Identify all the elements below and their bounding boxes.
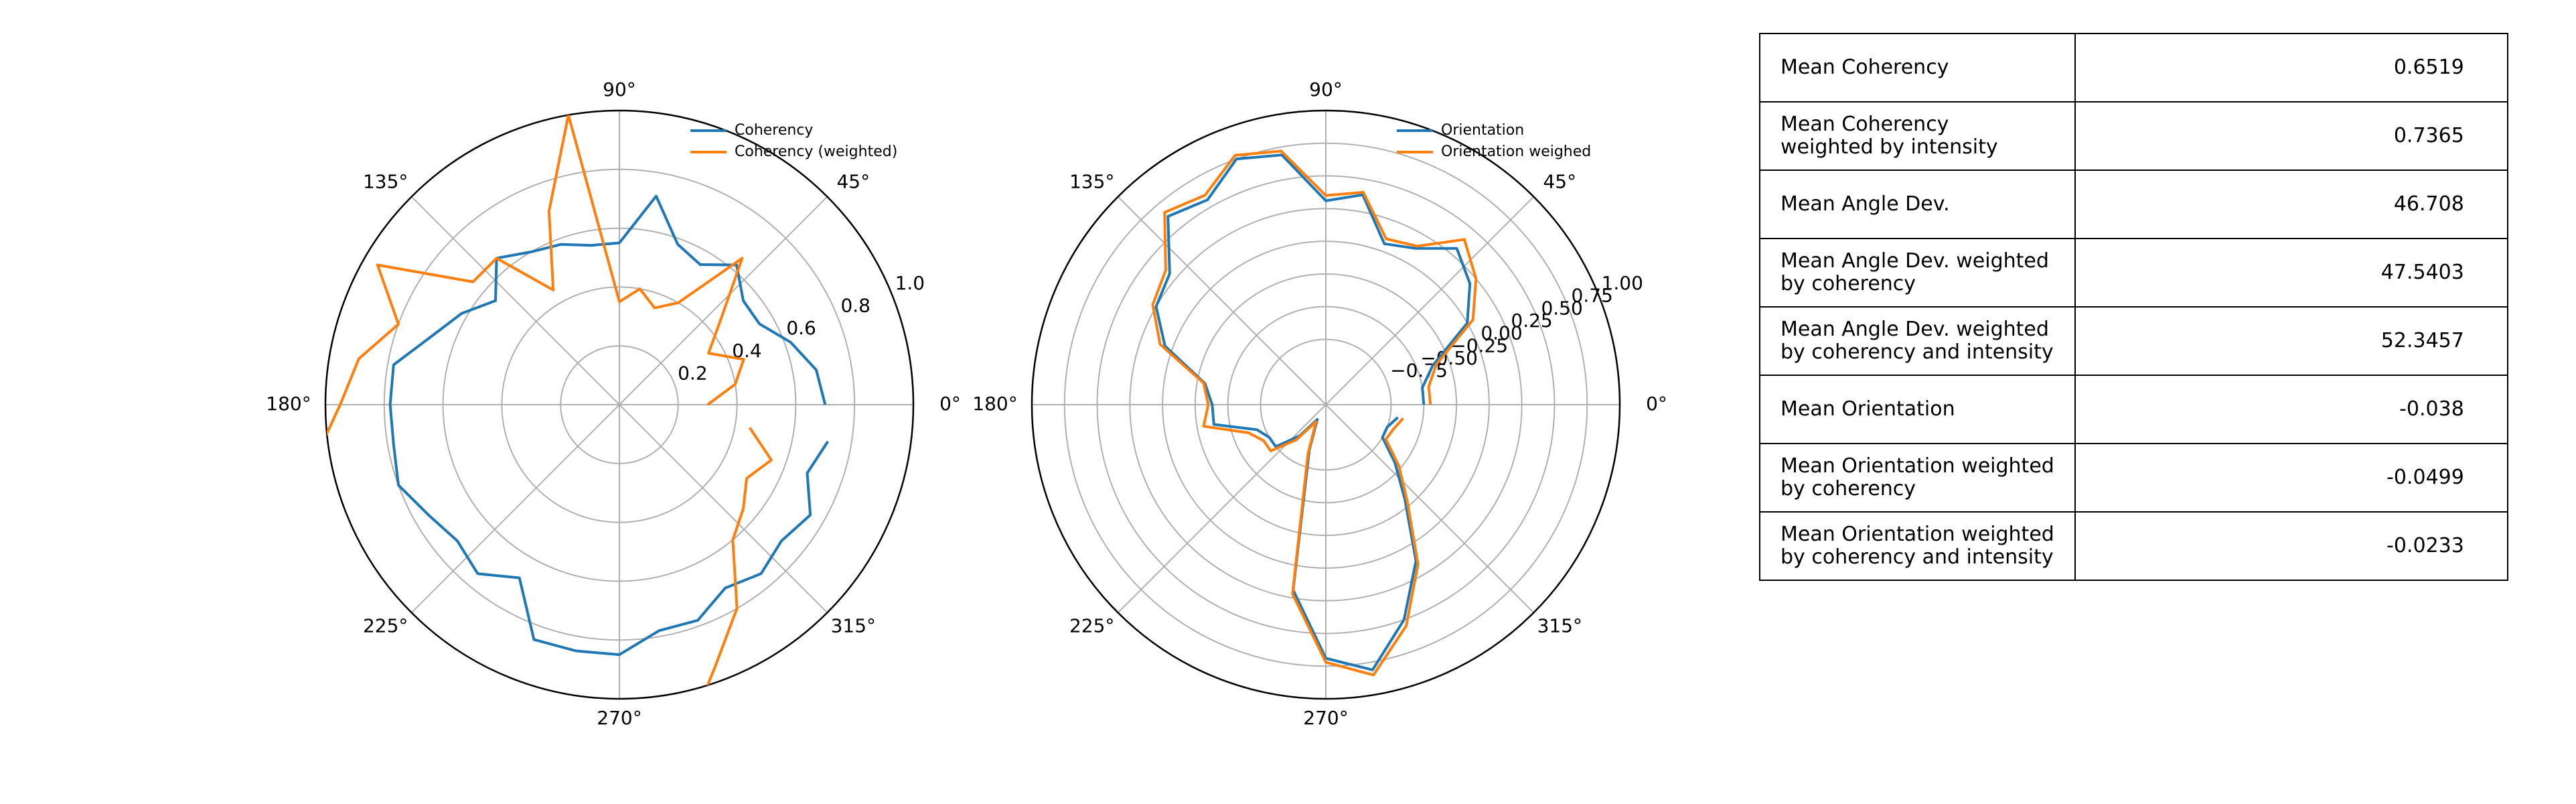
row-label: Mean Angle Dev. weighted by coherency — [1759, 238, 2076, 308]
row-label: Mean Orientation weighted by coherency — [1759, 443, 2076, 513]
legend-label: Orientation — [1441, 122, 1524, 139]
legend-label: Orientation weighed — [1441, 143, 1591, 160]
angle-tick-label: 225° — [1069, 615, 1114, 637]
radial-tick-label: −0.25 — [1450, 334, 1508, 356]
series-line — [1151, 149, 1478, 677]
row-value: -0.0499 — [2074, 443, 2508, 513]
radial-tick-label: 0.2 — [678, 362, 708, 384]
grid-spoke — [410, 404, 620, 614]
angle-tick-label: 225° — [363, 615, 408, 637]
angle-tick-label: 315° — [831, 615, 876, 637]
stats-table: Mean Coherency 0.6519 Mean Coherency weigh… — [1759, 33, 2508, 581]
row-label: Mean Orientation — [1759, 375, 2076, 444]
row-value: 52.3457 — [2074, 306, 2508, 376]
grid-spoke — [1325, 404, 1535, 614]
row-label: Mean Coherency — [1759, 33, 2076, 103]
radial-tick-label: 0.00 — [1481, 322, 1522, 344]
angle-tick-label: 45° — [836, 170, 870, 192]
legend-label: Coherency (weighted) — [735, 143, 897, 160]
row-value: -0.0233 — [2074, 511, 2508, 581]
angle-tick-label: 270° — [1303, 707, 1348, 729]
row-label: Mean Angle Dev. — [1759, 170, 2076, 239]
angle-tick-label: 270° — [597, 707, 641, 729]
table-row: Mean Angle Dev. weighted by coherency 47.… — [1759, 238, 2508, 308]
table-row: Mean Angle Dev. weighted by coherency an… — [1759, 306, 2508, 376]
angle-tick-label: 90° — [603, 78, 636, 100]
radial-tick-label: 0.75 — [1572, 285, 1613, 307]
row-value: -0.038 — [2074, 375, 2508, 444]
table-row: Mean Coherency weighted by intensity 0.73… — [1759, 101, 2508, 171]
angle-tick-label: 0° — [939, 393, 961, 415]
polar-frame — [324, 109, 915, 700]
angle-tick-label: 180° — [266, 393, 311, 415]
table-row: Mean Orientation weighted by coherency -0… — [1759, 443, 2508, 513]
radial-tick-label: 0.8 — [840, 295, 870, 317]
radial-tick-label: 1.00 — [1602, 272, 1643, 294]
table-row: Mean Angle Dev. 46.708 — [1759, 170, 2508, 239]
grid-spoke — [1117, 196, 1327, 405]
angle-tick-label: 135° — [1069, 170, 1114, 192]
series-line — [388, 194, 829, 657]
angle-tick-label: 45° — [1543, 170, 1576, 192]
table-row: Mean Orientation weighted by coherency a… — [1759, 511, 2508, 581]
angle-tick-label: 315° — [1537, 615, 1582, 637]
legend-label: Coherency — [735, 122, 813, 139]
row-value: 47.5403 — [2074, 238, 2508, 308]
row-value: 0.6519 — [2074, 33, 2508, 103]
radial-tick-label: 1.0 — [895, 272, 925, 294]
table-row: Mean Coherency 0.6519 — [1759, 33, 2508, 103]
angle-tick-label: 90° — [1309, 78, 1343, 100]
row-value: 46.708 — [2074, 170, 2508, 239]
row-label: Mean Orientation weighted by coherency a… — [1759, 511, 2076, 581]
row-label: Mean Angle Dev. weighted by coherency an… — [1759, 306, 2076, 376]
polar-frame — [1031, 109, 1621, 700]
angle-tick-label: 180° — [972, 393, 1017, 415]
radial-tick-label: 0.6 — [786, 317, 816, 339]
table-row: Mean Orientation -0.038 — [1759, 375, 2508, 444]
series-line — [325, 113, 773, 699]
row-label: Mean Coherency weighted by intensity — [1759, 101, 2076, 171]
radial-tick-label: 0.50 — [1541, 297, 1582, 319]
grid-spoke — [1325, 196, 1535, 405]
grid-spoke — [619, 196, 828, 405]
grid-spoke — [410, 196, 620, 405]
grid-spoke — [619, 404, 828, 614]
angle-tick-label: 135° — [363, 170, 408, 192]
row-value: 0.7365 — [2074, 101, 2508, 171]
radial-tick-label: 0.25 — [1511, 310, 1552, 332]
angle-tick-label: 0° — [1646, 393, 1667, 415]
series-line — [1154, 153, 1472, 671]
